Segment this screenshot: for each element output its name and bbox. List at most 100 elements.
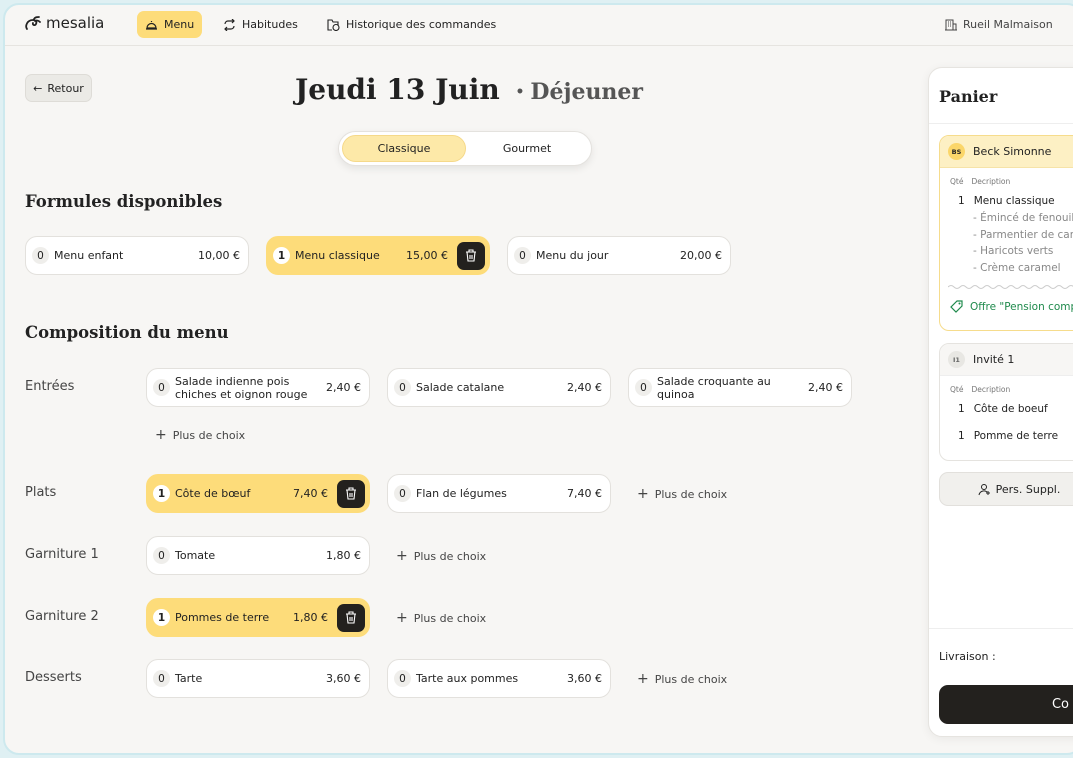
item-card[interactable]: 0 Tarte aux pommes 3,60 € xyxy=(387,659,611,698)
item-price: 7,40 € xyxy=(293,487,328,500)
meal-label: Déjeuner xyxy=(530,79,644,105)
more-choices-button[interactable]: + Plus de choix xyxy=(637,671,728,687)
nav-historique[interactable]: Historique des commandes xyxy=(319,11,504,38)
item-card[interactable]: 0 Tomate 1,80 € xyxy=(146,536,370,575)
item-name: Côte de bœuf xyxy=(175,487,251,500)
brand-logo[interactable]: mesalia xyxy=(24,14,104,32)
item-card[interactable]: 0 Tarte 3,60 € xyxy=(146,659,370,698)
item-card[interactable]: 0 Flan de légumes 7,40 € xyxy=(387,474,611,513)
composition-title: Composition du menu xyxy=(25,323,229,342)
repeat-icon xyxy=(224,18,235,31)
quantity-badge: 0 xyxy=(153,379,170,396)
item-price: 20,00 € xyxy=(680,249,722,262)
cart-line: 1 Côte de boeuf xyxy=(958,403,1048,415)
building-icon xyxy=(945,19,957,30)
person-card[interactable]: BS Beck Simonne Qté Decription 1 Menu class… xyxy=(939,135,1073,331)
page-title: Jeudi 13 Juin • Déjeuner xyxy=(295,73,644,106)
trash-icon xyxy=(346,611,356,624)
quantity-badge: 0 xyxy=(153,670,170,687)
more-choices-button[interactable]: + Plus de choix xyxy=(155,427,246,443)
tab-classique[interactable]: Classique xyxy=(342,135,466,162)
quantity-badge: 0 xyxy=(394,670,411,687)
cart-title: Panier xyxy=(939,87,998,106)
quantity-badge: 0 xyxy=(635,379,652,396)
confirm-button[interactable]: Co xyxy=(939,685,1073,724)
item-price: 2,40 € xyxy=(326,381,361,394)
item-card[interactable]: 0 Menu du jour 20,00 € xyxy=(507,236,731,275)
item-card[interactable]: 1 Côte de bœuf 7,40 € xyxy=(146,474,370,513)
quantity-badge: 1 xyxy=(153,609,170,626)
avatar: I1 xyxy=(948,351,965,368)
course-label: Garniture 2 xyxy=(25,609,99,624)
location[interactable]: Rueil Malmaison xyxy=(937,11,1061,38)
item-price: 15,00 € xyxy=(406,249,448,262)
formules-title: Formules disponibles xyxy=(25,192,223,211)
logo-icon xyxy=(25,16,41,30)
item-name: Tarte aux pommes xyxy=(416,672,519,685)
course-label: Entrées xyxy=(25,379,75,394)
course-label: Garniture 1 xyxy=(25,547,99,562)
item-price: 7,40 € xyxy=(567,487,602,500)
cart-panel: Panier BS Beck Simonne Qté Decription 1 Men… xyxy=(928,67,1073,737)
item-price: 3,60 € xyxy=(567,672,602,685)
item-card[interactable]: 0 Salade catalane 2,40 € xyxy=(387,368,611,407)
item-price: 1,80 € xyxy=(326,549,361,562)
item-name: Menu du jour xyxy=(536,249,609,262)
item-price: 2,40 € xyxy=(567,381,602,394)
quantity-badge: 0 xyxy=(153,547,170,564)
tag-icon xyxy=(950,300,963,313)
item-card[interactable]: 0 Menu enfant 10,00 € xyxy=(25,236,249,275)
item-price: 1,80 € xyxy=(293,611,328,624)
plus-icon: + xyxy=(637,671,649,687)
plus-icon: + xyxy=(637,486,649,502)
cart-line: 1 Pomme de terre xyxy=(958,430,1059,442)
more-choices-button[interactable]: + Plus de choix xyxy=(396,610,487,626)
trash-icon xyxy=(346,487,356,500)
user-plus-icon xyxy=(978,483,990,495)
cart-line: 1 Menu classique xyxy=(958,195,1055,207)
item-card[interactable]: 0 Salade croquante au quinoa 2,40 € xyxy=(628,368,852,407)
trash-icon xyxy=(466,249,476,262)
item-name: Tarte xyxy=(175,672,203,685)
wavy-divider xyxy=(947,285,1073,289)
quantity-badge: 0 xyxy=(32,247,49,264)
more-choices-button[interactable]: + Plus de choix xyxy=(396,548,487,564)
plus-icon: + xyxy=(155,427,167,443)
remove-button[interactable] xyxy=(337,603,365,632)
item-card[interactable]: 0 Salade indienne pois chiches et oignon … xyxy=(146,368,370,407)
nav-menu[interactable]: Menu xyxy=(137,11,203,38)
menu-type-toggle: Classique Gourmet xyxy=(338,131,592,166)
person-card[interactable]: I1 Invité 1 Qté Decription 1 Côte de boeuf … xyxy=(939,343,1073,461)
item-price: 10,00 € xyxy=(198,249,240,262)
folder-clock-icon xyxy=(327,18,340,31)
app-window: mesalia Menu Habitudes Historique des co… xyxy=(3,3,1073,755)
quantity-badge: 0 xyxy=(394,485,411,502)
item-price: 2,40 € xyxy=(808,381,843,394)
item-name: Pommes de terre xyxy=(175,611,270,624)
course-label: Plats xyxy=(25,485,57,500)
course-label: Desserts xyxy=(25,670,82,685)
tab-gourmet[interactable]: Gourmet xyxy=(502,142,552,155)
item-name: Flan de légumes xyxy=(416,487,507,500)
item-card[interactable]: 1 Pommes de terre 1,80 € xyxy=(146,598,370,637)
quantity-badge: 1 xyxy=(153,485,170,502)
delivery-label: Livraison : xyxy=(939,650,996,663)
remove-button[interactable] xyxy=(457,241,485,270)
quantity-badge: 0 xyxy=(394,379,411,396)
remove-button[interactable] xyxy=(337,479,365,508)
item-card[interactable]: 1 Menu classique 15,00 € xyxy=(266,236,490,275)
back-button[interactable]: ← Retour xyxy=(25,74,92,102)
quantity-badge: 1 xyxy=(273,247,290,264)
plus-icon: + xyxy=(396,610,408,626)
nav-habitudes[interactable]: Habitudes xyxy=(215,11,306,38)
item-name: Menu classique xyxy=(295,249,380,262)
plus-icon: + xyxy=(396,548,408,564)
quantity-badge: 0 xyxy=(514,247,531,264)
item-name: Tomate xyxy=(175,549,216,562)
offer-line: Offre "Pension comp xyxy=(940,295,1073,313)
more-choices-button[interactable]: + Plus de choix xyxy=(637,486,728,502)
item-name: Salade croquante au quinoa xyxy=(657,374,771,401)
item-name: Salade indienne pois chiches et oignon r… xyxy=(175,374,308,401)
add-person-button[interactable]: Pers. Suppl. xyxy=(939,472,1073,506)
cloche-icon xyxy=(146,20,157,30)
